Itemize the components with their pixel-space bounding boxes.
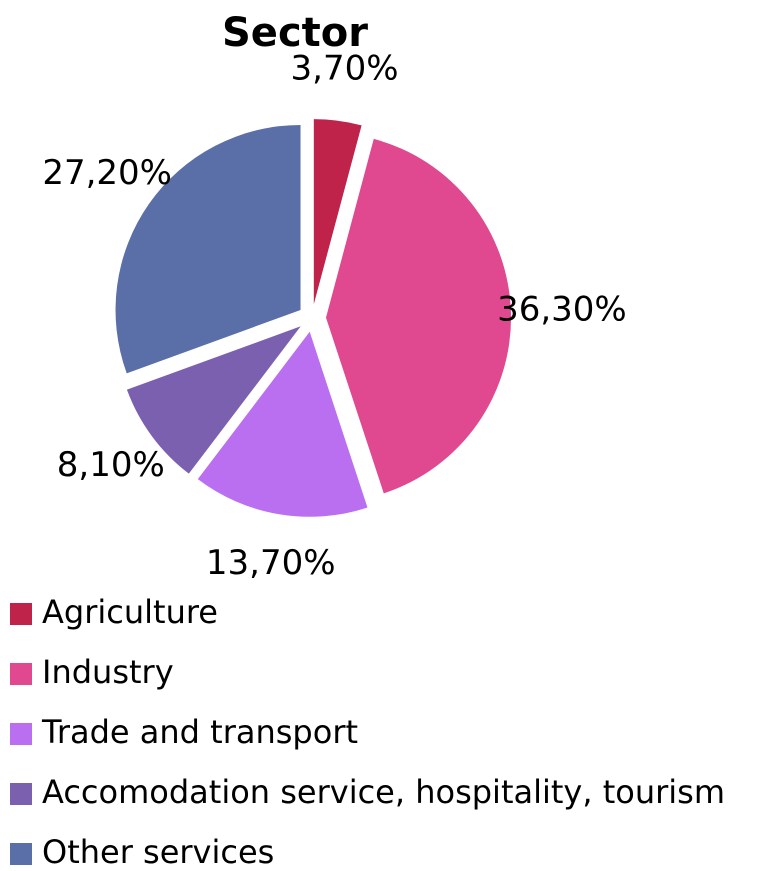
legend-label: Agriculture: [42, 593, 218, 631]
legend-label: Accomodation service, hospitality, touri…: [42, 773, 725, 811]
legend-label: Trade and transport: [41, 713, 358, 751]
legend-swatch: [10, 843, 32, 865]
data-label: 3,70%: [291, 49, 399, 89]
legend-label: Other services: [42, 833, 274, 867]
legend-swatch: [10, 783, 32, 805]
data-label: 27,20%: [42, 153, 172, 193]
data-label: 13,70%: [206, 543, 336, 583]
pie-slice: [197, 331, 368, 517]
pie-slice: [126, 326, 301, 474]
chart-title: Sector: [222, 10, 368, 56]
pie-slice: [313, 119, 362, 305]
pie-slice: [115, 124, 301, 374]
legend-label: Industry: [42, 653, 174, 691]
data-label: 36,30%: [497, 289, 627, 329]
legend-swatch: [10, 603, 32, 625]
legend-swatch: [10, 663, 32, 685]
pie-slice: [325, 138, 511, 494]
data-label: 8,10%: [57, 445, 165, 485]
legend-swatch: [10, 723, 32, 745]
